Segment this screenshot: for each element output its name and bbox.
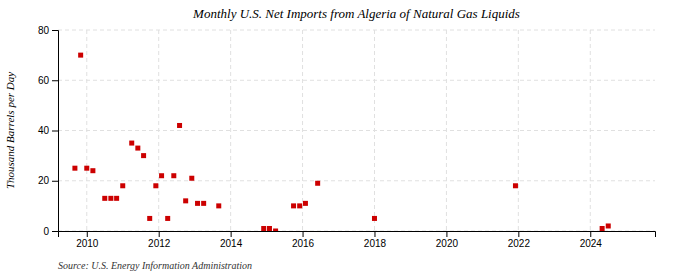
y-tick-mark (52, 30, 58, 31)
point (120, 183, 125, 188)
x-tick-label: 2022 (508, 238, 531, 249)
point (141, 153, 146, 158)
y-tick-label: 80 (38, 25, 50, 36)
point (147, 216, 152, 221)
chart: 2010 2012 2014 2016 2018 2020 2022 2024 0 20 40 60 8… (0, 0, 675, 275)
x-tick: 2024 (580, 231, 603, 249)
point (72, 166, 77, 171)
y-tick-mark (52, 80, 58, 81)
y-tick-label: 40 (38, 125, 50, 136)
x-tick-label: 2014 (220, 238, 243, 249)
y-axis-label: Thousand Barrels per Day (4, 72, 16, 189)
x-grid-line (230, 30, 231, 231)
plot-area: 2010 2012 2014 2016 2018 2020 2022 2024 0 20 40 60 8… (38, 25, 656, 249)
point (171, 173, 176, 178)
x-tick-mark (159, 231, 160, 237)
x-tick-mark (374, 231, 375, 237)
x-tick: 2014 (220, 231, 243, 249)
point (267, 226, 272, 231)
y-axis-line (52, 31, 59, 232)
y-tick: 80 (38, 25, 58, 36)
x-tick: 2020 (436, 231, 459, 249)
y-tick-mark (52, 231, 58, 232)
point (303, 201, 308, 206)
y-tick: 0 (43, 226, 58, 237)
y-tick-label: 60 (38, 75, 50, 86)
point (159, 173, 164, 178)
point (216, 203, 221, 208)
title: Monthly U.S. Net Imports from Algeria of… (192, 6, 520, 21)
x-tick: 2022 (508, 231, 531, 249)
x-axis-line (59, 232, 656, 238)
y-grid-line (58, 80, 655, 81)
x-tick-label: 2010 (76, 238, 99, 249)
x-tick-mark (87, 231, 88, 237)
point (189, 176, 194, 181)
x-grid-line (302, 30, 303, 231)
point (291, 203, 296, 208)
point (90, 168, 95, 173)
grid (58, 30, 655, 231)
y-grid-line (58, 180, 655, 181)
y-tick-mark (52, 131, 58, 132)
x-tick-label: 2012 (148, 238, 171, 249)
y-tick: 60 (38, 75, 58, 86)
x-tick: 2012 (148, 231, 171, 249)
y-tick-label: 0 (43, 226, 49, 237)
point (600, 226, 605, 231)
point (183, 198, 188, 203)
x-tick-label: 2016 (292, 238, 315, 249)
point (165, 216, 170, 221)
y-tick: 40 (38, 125, 58, 136)
x-tick: 2018 (364, 231, 387, 249)
y-grid-line (58, 130, 655, 131)
point (153, 183, 158, 188)
x-tick-mark (590, 231, 591, 237)
point (108, 196, 113, 201)
point (372, 216, 377, 221)
point (84, 166, 89, 171)
points (72, 53, 610, 231)
point (195, 201, 200, 206)
point (177, 123, 182, 128)
x-tick-label: 2024 (580, 238, 603, 249)
x-tick-label: 2018 (364, 238, 387, 249)
point (129, 141, 134, 146)
x-tick: 2010 (76, 231, 99, 249)
y-tick-label: 20 (38, 175, 50, 186)
x-tick-mark (303, 231, 304, 237)
x-tick-mark (231, 231, 232, 237)
point (114, 196, 119, 201)
y-axis: 0 20 40 60 80 (38, 25, 59, 237)
y-tick: 20 (38, 175, 58, 186)
x-grid-line (518, 30, 519, 231)
point (135, 146, 140, 151)
y-tick-mark (52, 181, 58, 182)
annotation: Source: U.S. Energy Information Administ… (58, 260, 252, 271)
point (201, 201, 206, 206)
point (513, 183, 518, 188)
point (102, 196, 107, 201)
point (261, 226, 266, 231)
y-grid-line (58, 30, 655, 31)
x-tick-mark (518, 231, 519, 237)
x-tick-mark (446, 231, 447, 237)
x-tick: 2016 (292, 231, 315, 249)
x-axis: 2010 2012 2014 2016 2018 2020 2022 2024 (59, 231, 656, 249)
x-tick-label: 2020 (436, 238, 459, 249)
point (273, 229, 278, 232)
point (606, 223, 611, 228)
point (78, 53, 83, 58)
point (297, 203, 302, 208)
point (315, 181, 320, 186)
